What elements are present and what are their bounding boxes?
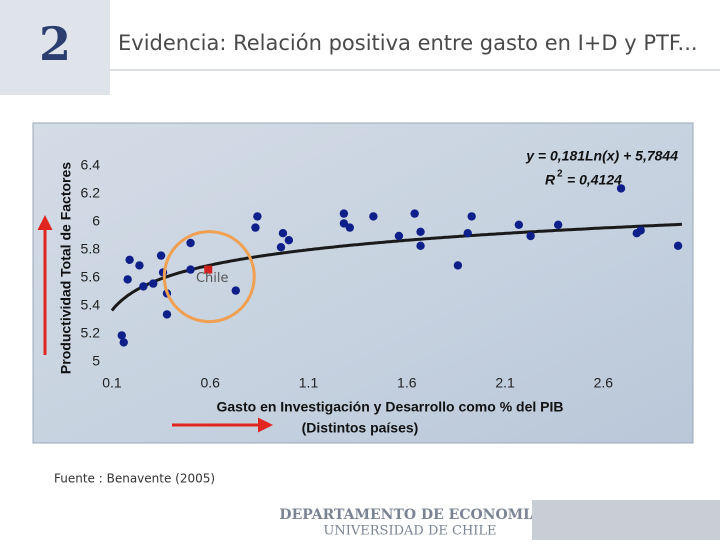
point [119,338,128,347]
x-axis-note: (Distintos países) [302,420,419,436]
point [186,238,195,248]
x-tick-label: 0.6 [200,375,220,391]
point [453,261,463,270]
y-tick-label: 6 [92,213,100,229]
point [186,265,195,274]
point [526,231,535,241]
source: Fuente : Benavente (2005) [54,472,215,486]
point [117,331,126,340]
point [278,229,288,238]
point [156,251,166,260]
y-tick-label: 5.2 [81,325,101,341]
slide-number: 2 [39,17,71,71]
header-title: Evidencia: Relación positiva entre gasto… [118,31,698,55]
point [276,243,286,252]
point [149,279,158,288]
point [345,223,354,232]
point [123,275,132,284]
y-axis-label: Productividad Total de Factores [58,162,74,374]
number-box [0,0,110,95]
point [339,219,349,228]
y-tick-label: 5.6 [81,269,101,285]
point [410,209,419,218]
y-tick-label: 6.4 [81,157,101,173]
point [231,286,240,295]
x-tick-label: 0.1 [102,375,122,391]
y-tick-label: 6.2 [81,185,101,201]
footer-line: UNIVERSIDAD DE CHILE [323,524,496,539]
point [616,184,626,193]
point [673,241,683,250]
point [369,212,378,221]
r2-exp: 2 [557,169,563,180]
footer-images [532,500,720,540]
x-tick-label: 2.6 [594,375,614,391]
point [416,227,425,236]
point [204,265,213,274]
x-tick-label: 2.1 [495,375,515,391]
y-tick-label: 5 [92,353,100,369]
x-tick-label: 1.1 [299,375,319,391]
point-label: Chile [196,271,229,286]
point [416,241,425,250]
point [284,236,294,245]
point [339,209,349,218]
point [463,229,472,238]
point [139,282,148,291]
point [162,310,172,319]
highlight-ring [162,230,256,324]
r2-label: R [545,172,556,188]
point [514,220,524,229]
y-tick-label: 5.8 [81,241,101,257]
point [251,223,260,232]
point [636,226,645,235]
plot: 5 5.2 5.4 5.6 5.8 6 6.2 6.4 0.1 0.6 1.1 1.6 2.1 2.6 Pr… [58,148,683,436]
point [553,220,563,229]
point [394,231,404,241]
point [467,212,476,221]
x-axis-label: Gasto en Investigación y Desarrollo como… [217,399,564,415]
y-tick-label: 5.4 [81,297,101,313]
point [253,212,262,221]
r2-value: = 0,4124 [567,172,622,188]
point [125,255,134,264]
x-tick-label: 1.6 [397,375,417,391]
footer-line: DEPARTAMENTO DE ECONOMIA [279,507,541,523]
point [135,261,144,270]
equation: y = 0,181Ln(x) + 5,7844 [525,148,678,164]
